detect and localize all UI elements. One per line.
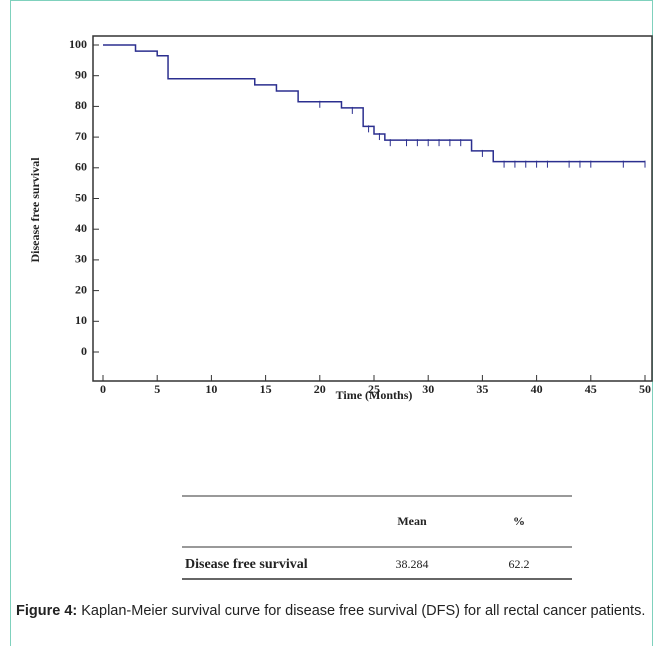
caption-label: Figure 4: [16, 603, 78, 619]
y-tick-label: 100 [69, 37, 87, 51]
y-tick-label: 80 [75, 98, 87, 112]
table-cell: 38.284 [396, 557, 429, 571]
x-tick-label: 0 [100, 382, 106, 396]
caption: Figure 4: Kaplan-Meier survival curve fo… [16, 600, 646, 622]
y-tick-label: 10 [75, 313, 87, 327]
x-tick-label: 5 [154, 382, 160, 396]
caption-text: Kaplan-Meier survival curve for disease … [81, 603, 646, 619]
x-tick-label: 30 [422, 382, 434, 396]
x-tick-label: 50 [639, 382, 651, 396]
x-tick-label: 40 [531, 382, 543, 396]
table-cell: 62.2 [509, 557, 530, 571]
y-tick-label: 0 [81, 344, 87, 358]
y-tick-label: 60 [75, 160, 87, 174]
x-axis-label: Time (Months) [336, 388, 413, 402]
table-row-label: Disease free survival [185, 557, 308, 572]
y-tick-label: 30 [75, 252, 87, 266]
table-header: % [513, 514, 525, 528]
x-tick-label: 10 [205, 382, 217, 396]
plot-frame [92, 35, 653, 382]
y-axis-label: Disease free survival [28, 157, 42, 263]
y-tick-label: 90 [75, 67, 87, 81]
x-tick-label: 25 [368, 382, 380, 396]
x-tick-label: 45 [585, 382, 597, 396]
chart: Time (Months) Disease free survival Mean… [28, 35, 653, 580]
y-tick-label: 70 [75, 129, 87, 143]
table-header: Mean [397, 514, 427, 528]
y-tick-label: 20 [75, 282, 87, 296]
y-tick-label: 40 [75, 221, 87, 235]
x-tick-label: 35 [476, 382, 488, 396]
survival-curve [103, 44, 645, 163]
x-tick-label: 20 [314, 382, 326, 396]
x-tick-label: 15 [260, 382, 272, 396]
y-tick-label: 50 [75, 190, 87, 204]
